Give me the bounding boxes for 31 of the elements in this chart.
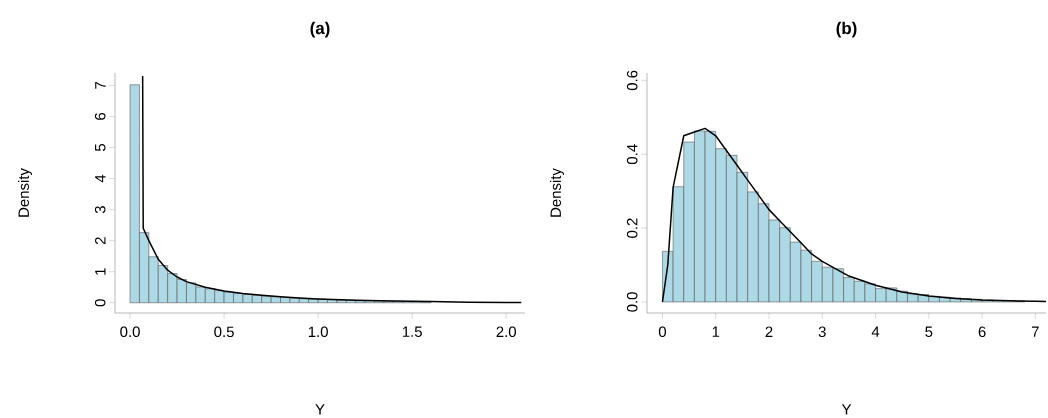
y-tick-label: 0.2 xyxy=(626,218,638,238)
y-tick-label: 3 xyxy=(94,206,106,214)
y-axis-title: Density xyxy=(18,168,32,217)
x-tick-label: 4 xyxy=(871,326,880,337)
x-tick-label: 2.0 xyxy=(496,326,516,338)
x-tick-label: 6 xyxy=(978,326,986,338)
x-tick-label: 0.5 xyxy=(214,326,234,338)
x-tick-label: 3 xyxy=(818,326,826,338)
y-tick-label: 2 xyxy=(95,237,106,245)
y-tick-label: 1 xyxy=(95,268,106,275)
y-axis-title: Density xyxy=(550,168,564,217)
chart-title: (b) xyxy=(836,21,857,38)
y-tick-label: 4 xyxy=(95,174,106,183)
x-axis-title: Y xyxy=(841,404,852,415)
y-tick-label: 7 xyxy=(95,82,106,89)
x-tick-label: 1.0 xyxy=(308,326,328,338)
chart-title: (a) xyxy=(310,21,330,38)
x-tick-label: 7 xyxy=(1031,326,1039,337)
y-tick-label: 6 xyxy=(94,112,106,120)
y-tick-label: 0 xyxy=(94,299,106,307)
x-tick-label: 0 xyxy=(658,326,667,338)
y-tick-label: 0.0 xyxy=(626,292,638,312)
x-axis-title: Y xyxy=(315,404,325,415)
x-tick-label: 1 xyxy=(712,326,720,337)
y-tick-label: 0.4 xyxy=(626,144,638,165)
y-tick-label: 5 xyxy=(95,143,106,152)
y-tick-label: 0.6 xyxy=(626,70,638,91)
x-tick-label: 1.5 xyxy=(402,326,422,337)
x-tick-label: 2 xyxy=(765,326,773,337)
x-tick-label: 5 xyxy=(925,326,933,337)
x-tick-label: 0.0 xyxy=(120,326,140,338)
